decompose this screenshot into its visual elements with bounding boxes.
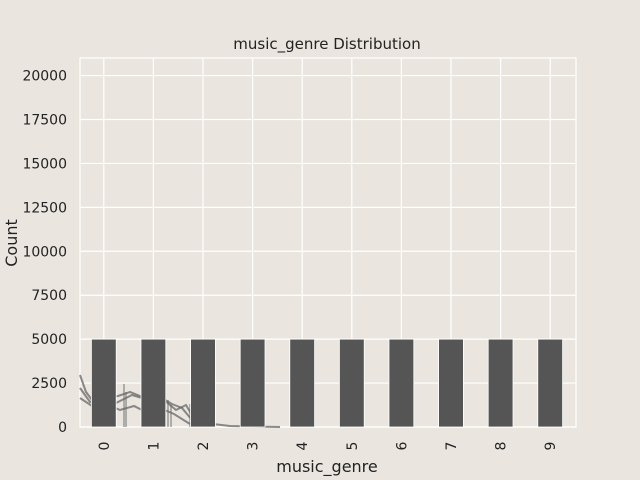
- x-tick-label: 6: [394, 441, 410, 450]
- x-axis-label: music_genre: [276, 457, 378, 477]
- y-tick-label: 2500: [31, 376, 67, 392]
- y-tick-label: 17500: [22, 113, 67, 129]
- y-tick-label: 0: [58, 420, 67, 436]
- y-tick-labels: 0 2500 5000 7500 10000 12500 15000 17500 20000: [22, 69, 67, 436]
- x-tick-labels: 0 1 2 3 4 5 6 7 8 9: [97, 441, 559, 450]
- chart-title: music_genre Distribution: [233, 35, 420, 54]
- y-axis-label: Count: [2, 219, 21, 267]
- x-tick-label: 3: [246, 442, 262, 451]
- x-tick-label: 8: [494, 442, 510, 451]
- x-tick-label: 4: [295, 441, 311, 450]
- y-tick-label: 5000: [31, 332, 67, 348]
- bar: [537, 338, 563, 428]
- y-tick-label: 7500: [31, 288, 67, 304]
- y-tick-label: 12500: [22, 200, 67, 216]
- bar: [239, 338, 266, 428]
- bar: [487, 338, 514, 428]
- bars: [91, 338, 563, 428]
- bar: [190, 338, 216, 428]
- x-tick-label: 5: [345, 442, 361, 451]
- bar: [338, 338, 365, 428]
- bar: [388, 338, 415, 428]
- y-tick-label: 15000: [22, 156, 67, 172]
- bar: [91, 338, 117, 428]
- y-tick-label: 10000: [22, 244, 67, 260]
- x-tick-label: 9: [543, 442, 559, 451]
- y-tick-label: 20000: [22, 69, 67, 85]
- x-tick-label: 2: [196, 442, 212, 451]
- x-tick-label: 0: [97, 442, 113, 451]
- bar: [140, 338, 167, 428]
- bar: [438, 338, 464, 428]
- x-tick-label: 1: [146, 442, 162, 451]
- bar: [289, 338, 315, 428]
- x-tick-label: 7: [444, 442, 460, 451]
